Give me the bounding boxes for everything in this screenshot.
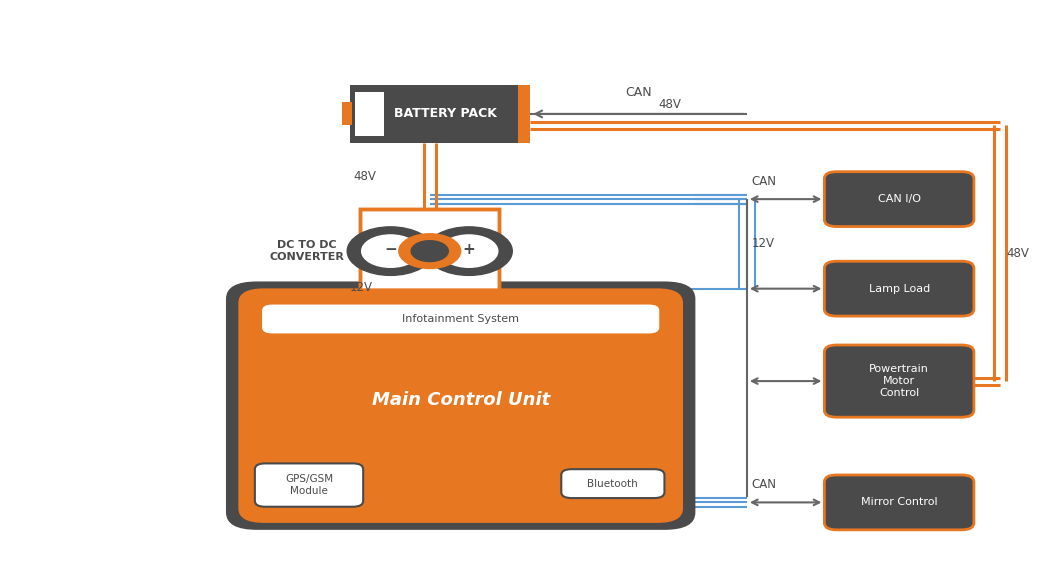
FancyBboxPatch shape — [238, 288, 683, 523]
Text: CAN: CAN — [751, 478, 776, 491]
Bar — [360, 209, 499, 293]
Text: −: − — [384, 242, 397, 257]
Circle shape — [398, 234, 461, 268]
Bar — [360, 209, 499, 293]
Bar — [341, 103, 352, 125]
Circle shape — [411, 241, 448, 261]
Text: 48V: 48V — [1006, 247, 1029, 260]
Text: CAN: CAN — [751, 175, 776, 188]
Text: 12V: 12V — [752, 237, 775, 250]
Bar — [349, 85, 530, 143]
FancyBboxPatch shape — [825, 475, 973, 530]
Text: Main Control Unit: Main Control Unit — [371, 391, 550, 409]
Text: +: + — [463, 242, 475, 257]
Text: BATTERY PACK: BATTERY PACK — [394, 107, 497, 121]
Text: Mirror Control: Mirror Control — [861, 498, 937, 507]
FancyBboxPatch shape — [562, 469, 665, 498]
FancyBboxPatch shape — [825, 261, 973, 316]
Circle shape — [440, 235, 498, 267]
FancyBboxPatch shape — [262, 305, 659, 333]
Bar — [518, 85, 530, 143]
Text: 12V: 12V — [350, 281, 373, 294]
FancyBboxPatch shape — [825, 345, 973, 417]
FancyBboxPatch shape — [255, 464, 363, 507]
Text: CAN I/O: CAN I/O — [878, 194, 920, 204]
Bar — [360, 209, 499, 293]
Text: Powertrain
Motor
Control: Powertrain Motor Control — [869, 364, 929, 398]
Text: CAN: CAN — [625, 87, 652, 100]
Bar — [355, 92, 384, 136]
Circle shape — [362, 235, 419, 267]
Circle shape — [425, 227, 513, 275]
Text: Bluetooth: Bluetooth — [588, 479, 639, 489]
Text: 48V: 48V — [658, 98, 681, 111]
FancyBboxPatch shape — [825, 172, 973, 227]
Text: GPS/GSM
Module: GPS/GSM Module — [285, 474, 333, 496]
Text: DC TO DC
CONVERTER: DC TO DC CONVERTER — [269, 240, 344, 262]
Text: Infotainment System: Infotainment System — [402, 314, 519, 324]
Circle shape — [347, 227, 434, 275]
Text: 48V: 48V — [354, 169, 376, 182]
Text: Lamp Load: Lamp Load — [868, 284, 930, 294]
FancyBboxPatch shape — [226, 281, 696, 530]
